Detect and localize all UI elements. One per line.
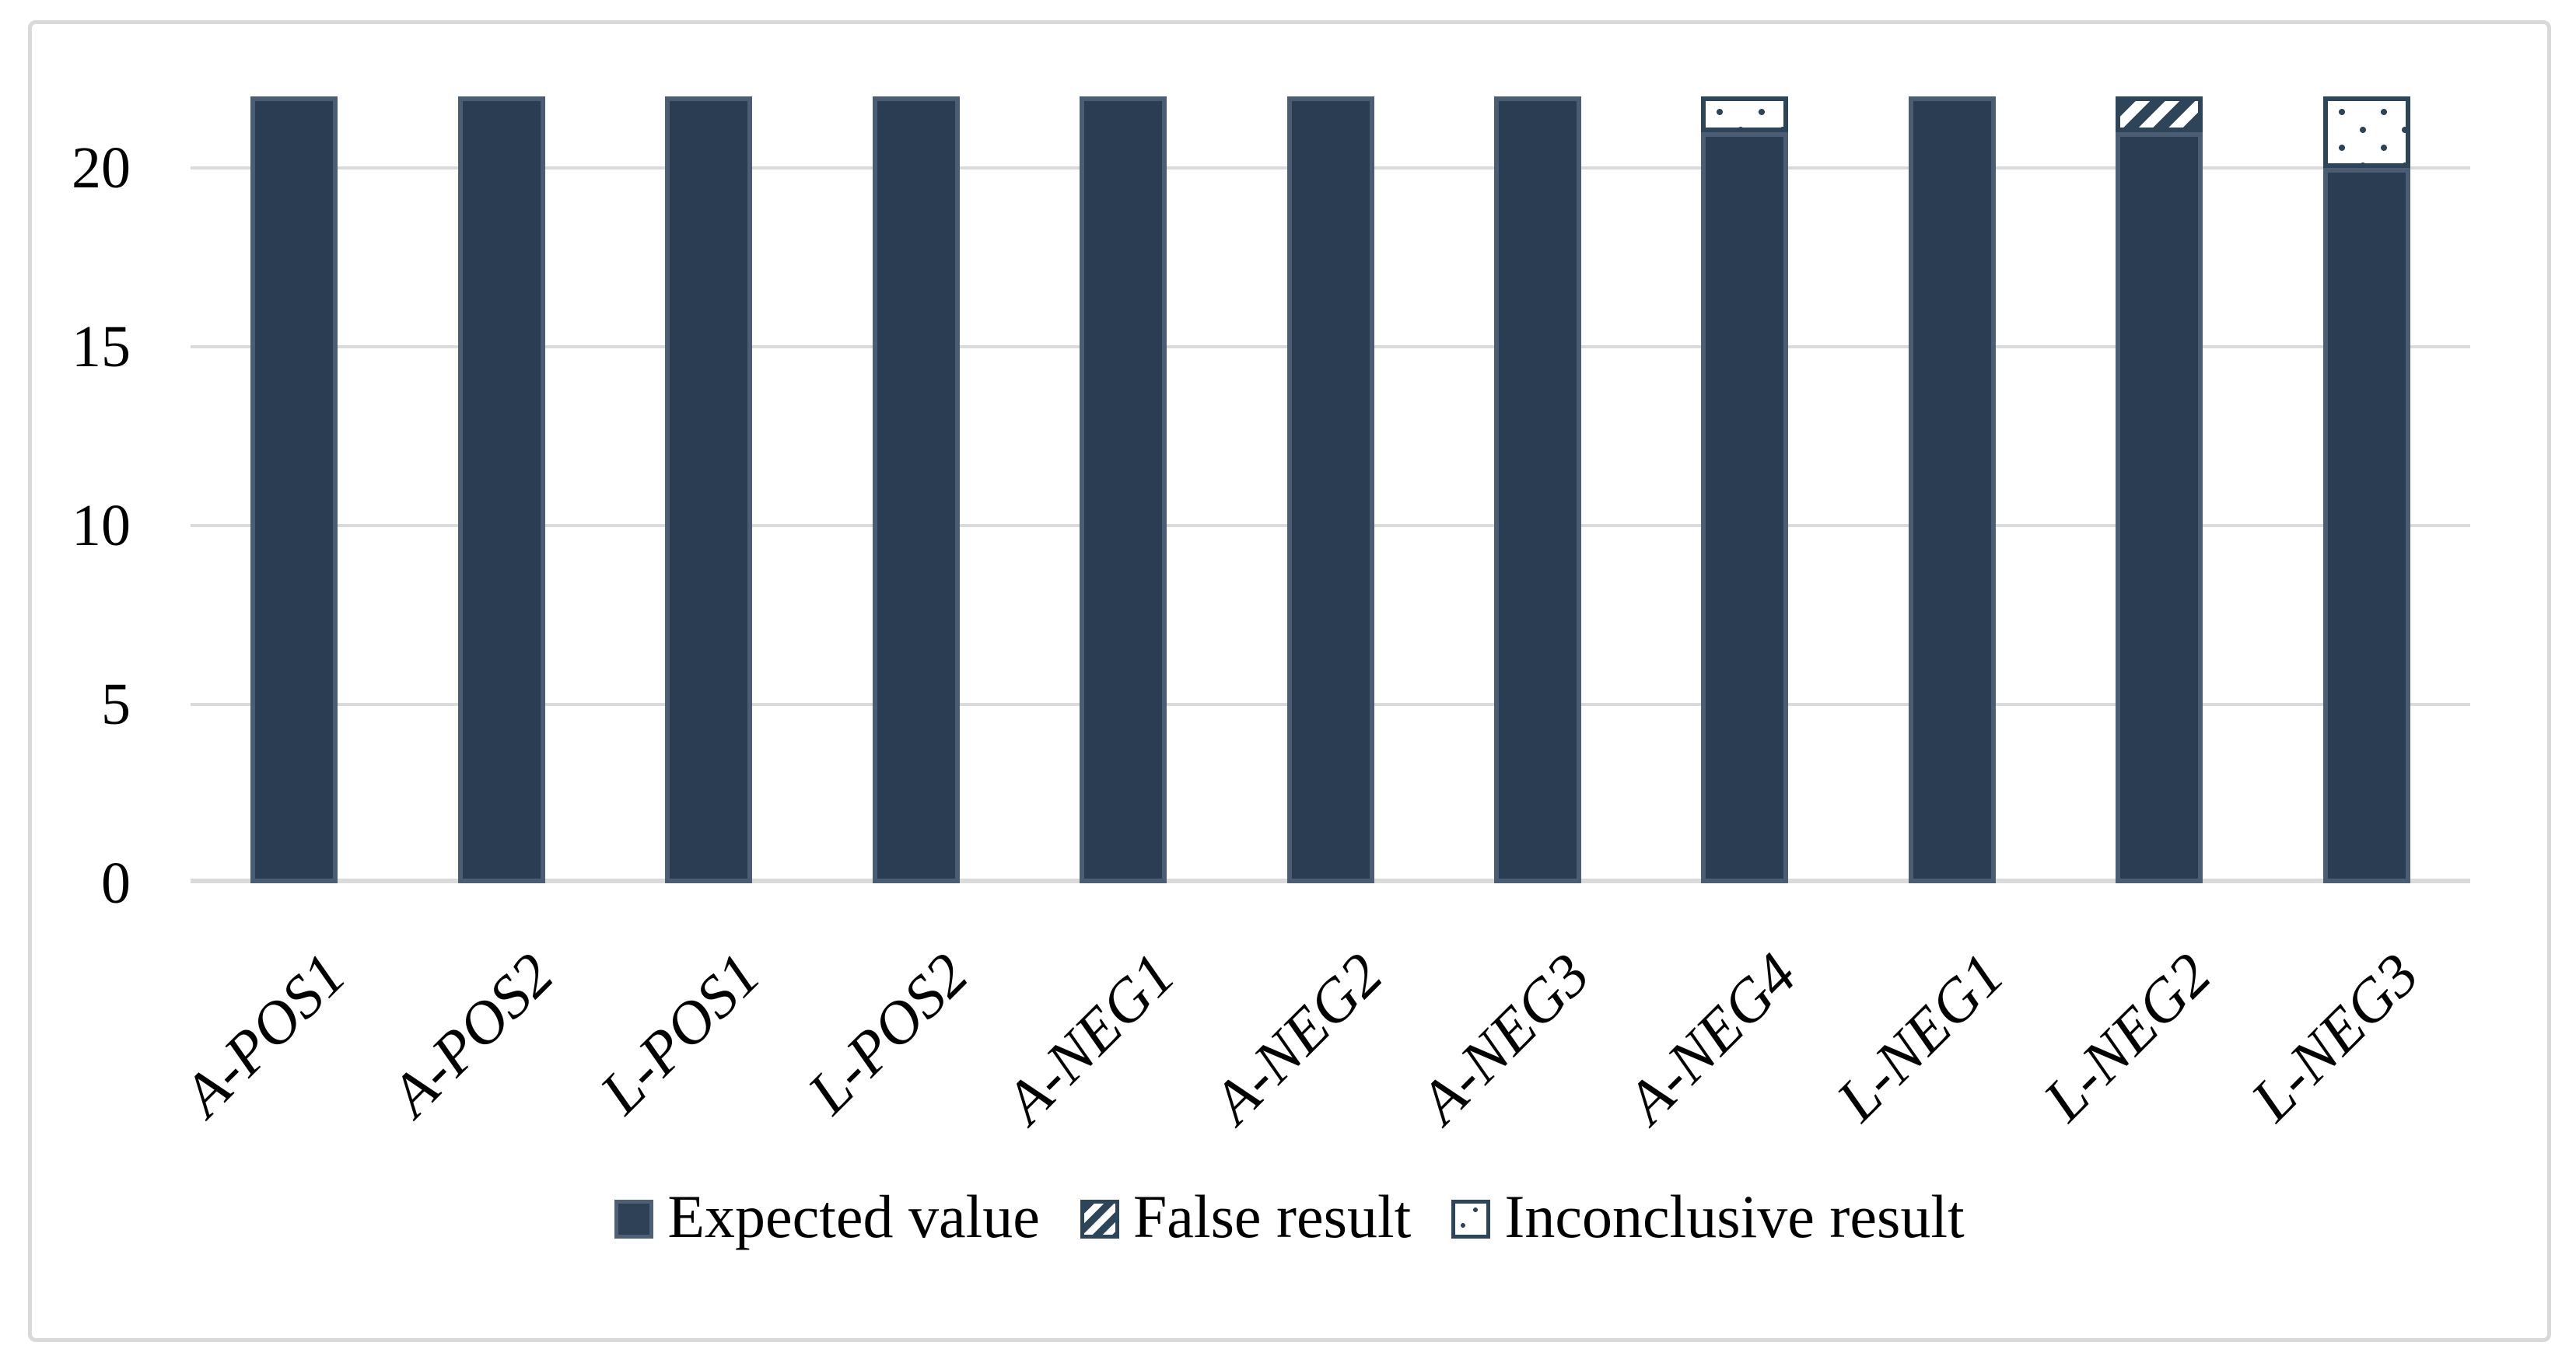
bar-segment-solid-a-neg2 [1286, 96, 1374, 883]
bar-segment-solid-a-neg4 [1701, 132, 1789, 883]
bar-a-neg3 [1493, 96, 1581, 883]
bar-segment-solid-a-neg3 [1493, 96, 1581, 883]
bar-l-neg2 [2116, 96, 2203, 883]
legend-item-inconclusive-result: Inconclusive result [1451, 1182, 1965, 1252]
legend-swatch-hatch-icon [1080, 1200, 1119, 1239]
legend-label-inconclusive-result: Inconclusive result [1504, 1183, 1965, 1250]
bar-segment-dots-a-neg4 [1701, 96, 1789, 132]
legend-swatch-dots-icon [1451, 1200, 1491, 1239]
y-tick-label: 10 [72, 493, 131, 558]
bar-a-pos1 [250, 96, 338, 883]
bar-segment-solid-a-pos2 [457, 96, 545, 883]
bar-l-neg3 [2322, 96, 2410, 883]
bar-segment-solid-l-neg1 [1908, 96, 1996, 883]
bar-a-pos2 [457, 96, 545, 883]
bar-l-pos1 [665, 96, 753, 883]
bar-segment-solid-l-pos2 [872, 96, 960, 883]
legend-label-expected-value: Expected value [667, 1183, 1040, 1250]
bar-segment-solid-l-pos1 [665, 96, 753, 883]
bar-segment-dots-l-neg3 [2322, 96, 2410, 168]
legend-label-false-result: False result [1132, 1183, 1412, 1250]
bar-l-pos2 [872, 96, 960, 883]
legend-item-false-result: False result [1080, 1182, 1411, 1252]
y-tick-label: 5 [101, 672, 131, 737]
legend-swatch-solid-icon [614, 1200, 654, 1239]
bar-segment-hatch-l-neg2 [2116, 96, 2203, 132]
y-tick-label: 0 [101, 851, 131, 916]
y-tick-label: 15 [72, 314, 131, 379]
bar-a-neg1 [1080, 96, 1167, 883]
bar-segment-solid-l-neg3 [2322, 168, 2410, 883]
bar-l-neg1 [1908, 96, 1996, 883]
bar-segment-solid-a-pos1 [250, 96, 338, 883]
bar-segment-solid-l-neg2 [2116, 132, 2203, 883]
bar-a-neg2 [1286, 96, 1374, 883]
legend-item-expected-value: Expected value [614, 1182, 1040, 1252]
bar-segment-solid-a-neg1 [1080, 96, 1167, 883]
bar-a-neg4 [1701, 96, 1789, 883]
y-tick-label: 20 [72, 135, 131, 201]
legend: Expected value False result Inconclusive… [32, 1170, 2547, 1263]
